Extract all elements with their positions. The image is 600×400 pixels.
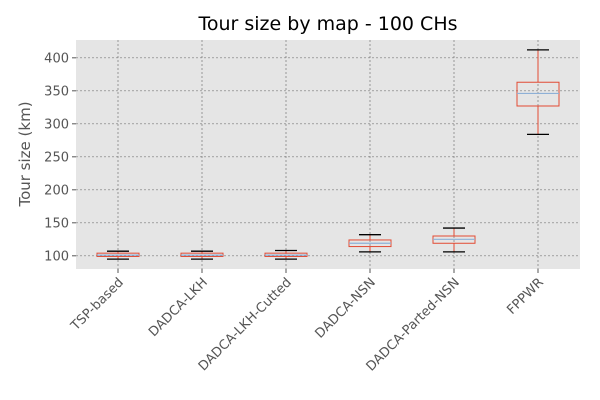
x-tick-label: DADCA-LKH bbox=[146, 275, 211, 340]
boxes-layer bbox=[96, 49, 560, 260]
y-tick-label: 200 bbox=[44, 183, 69, 198]
x-tick-label: DADCA-Parted-NSN bbox=[364, 275, 463, 374]
y-tick-label: 400 bbox=[44, 51, 69, 66]
y-tick-label: 100 bbox=[44, 249, 69, 264]
y-tick-labels: 100 150 200 250 300 350 400 bbox=[44, 51, 76, 264]
y-tick-label: 350 bbox=[44, 84, 69, 99]
grid-lines bbox=[76, 40, 580, 269]
box-group-1 bbox=[180, 250, 224, 260]
x-tick-label: FPPWR bbox=[504, 275, 546, 317]
x-tick-label: DADCA-LKH-Cutted bbox=[196, 275, 295, 374]
plot-area-background bbox=[76, 40, 580, 269]
box-group-0 bbox=[96, 250, 140, 260]
x-tick-label: TSP-based bbox=[68, 275, 127, 334]
box-iqr bbox=[516, 81, 560, 107]
box-group-5 bbox=[516, 49, 560, 136]
box-group-4 bbox=[432, 227, 476, 253]
y-axis-label: Tour size (km) bbox=[16, 101, 34, 207]
y-tick-label: 300 bbox=[44, 117, 69, 132]
x-tick-label: DADCA-NSN bbox=[313, 275, 379, 341]
box-group-2 bbox=[264, 249, 308, 260]
y-tick-label: 250 bbox=[44, 150, 69, 165]
box-group-3 bbox=[348, 234, 392, 253]
chart-title: Tour size by map - 100 CHs bbox=[197, 13, 457, 35]
y-tick-label: 150 bbox=[44, 216, 69, 231]
